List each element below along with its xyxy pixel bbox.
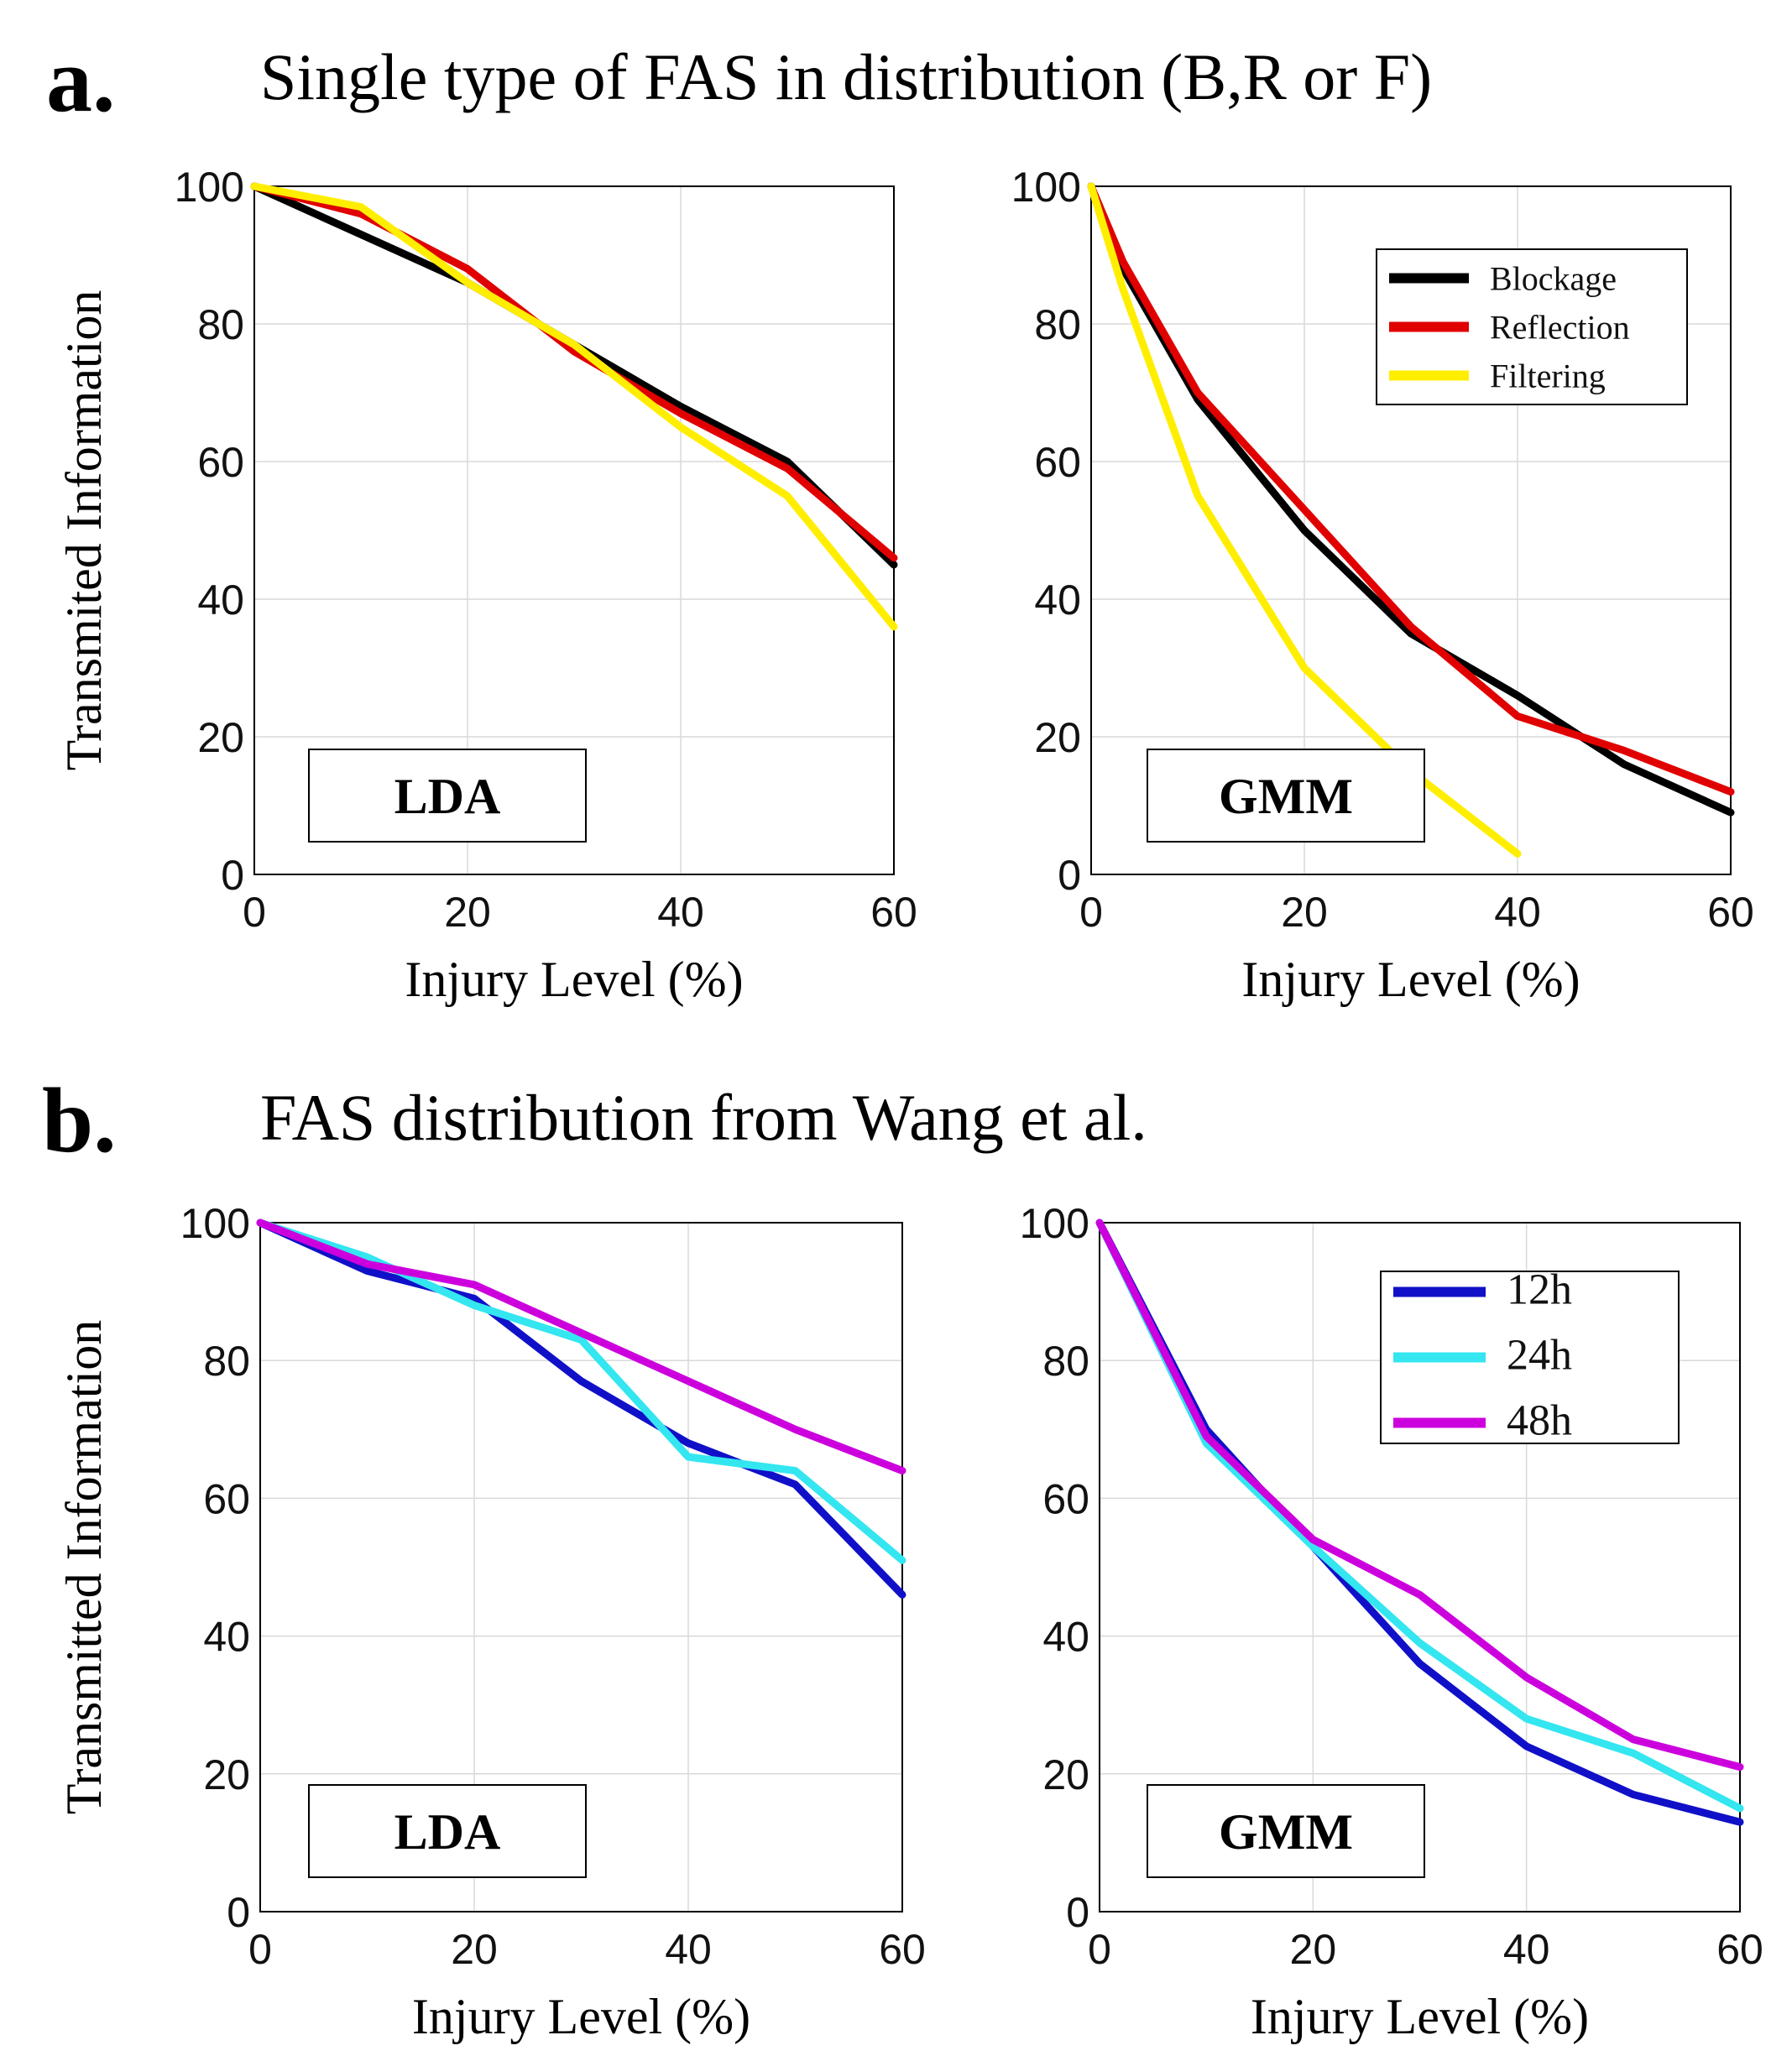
- legend: Blockage Reflection Filtering: [1376, 248, 1688, 405]
- x-tick-label: 40: [665, 1926, 712, 1973]
- y-tick-label: 100: [180, 1200, 250, 1247]
- y-tick-label: 40: [1042, 1614, 1089, 1661]
- x-tick-label: 0: [243, 889, 266, 936]
- y-tick-label: 80: [1034, 301, 1081, 348]
- x-axis-label: Injury Level (%): [1241, 952, 1580, 1007]
- y-tick-label: 80: [197, 301, 244, 348]
- x-tick-label: 20: [1290, 1926, 1337, 1973]
- y-tick-label: 60: [197, 439, 244, 486]
- panel-a-title: Single type of FAS in distribution (B,R …: [260, 40, 1432, 113]
- method-tag-box: [1147, 1784, 1425, 1878]
- legend-label-blockage: Blockage: [1490, 260, 1617, 298]
- x-tick-label: 40: [1503, 1926, 1550, 1973]
- x-axis-label: Injury Level (%): [412, 1989, 750, 2044]
- plot-frame: [259, 1222, 903, 1912]
- chart-b-gmm: 0 20 40 60 0 20 40 60 80 100 Injury Level (%) GMM 12…: [1020, 1200, 1763, 2044]
- method-tag-box: [1147, 749, 1425, 843]
- y-tick-label: 100: [175, 164, 244, 211]
- chart-a-gmm: 0 20 40 60 0 20 40 60 80 100 Injury Level (%) GMM Bl…: [1011, 164, 1754, 1007]
- y-tick-label: 20: [197, 714, 244, 761]
- y-tick-label: 0: [221, 852, 244, 899]
- method-tag-label: LDA: [394, 1804, 501, 1860]
- plot-frame: [1090, 185, 1732, 875]
- y-tick-label: 20: [203, 1751, 250, 1798]
- series-line-48h: [256, 1218, 906, 1475]
- series-line-filtering: [1087, 182, 1522, 858]
- y-axis-label: Transmited Information: [56, 290, 112, 771]
- legend-label-24h: 24h: [1507, 1332, 1572, 1380]
- y-tick-label: 100: [1020, 1200, 1089, 1247]
- y-tick-label: 40: [203, 1614, 250, 1661]
- y-tick-label: 40: [197, 577, 244, 624]
- x-axis-label: Injury Level (%): [1251, 1989, 1589, 2044]
- y-tick-label: 40: [1034, 577, 1081, 624]
- x-tick-label: 20: [444, 889, 491, 936]
- legend-label-12h: 12h: [1507, 1266, 1572, 1314]
- plot-frame: [1099, 1222, 1741, 1912]
- y-tick-label: 20: [1034, 714, 1081, 761]
- method-tag-label: GMM: [1219, 1804, 1353, 1860]
- plot-frame: [253, 185, 895, 875]
- y-tick-label: 0: [1058, 852, 1081, 899]
- x-tick-label: 60: [1707, 889, 1754, 936]
- method-tag-box: [308, 1784, 587, 1878]
- y-tick-label: 60: [203, 1475, 250, 1522]
- series-line-filtering: [250, 182, 898, 631]
- chart-b-lda: 0 20 40 60 0 20 40 60 80 100 Injury Level (%) Trans…: [56, 1200, 926, 2044]
- y-tick-label: 80: [203, 1338, 250, 1385]
- chart-a-lda: 0 20 40 60 0 20 40 60 80 100 Injury Level (%) Trans…: [56, 164, 917, 1007]
- x-tick-label: 60: [870, 889, 917, 936]
- charts-group: 0 20 40 60 0 20 40 60 80 100 Injury Level (%) Trans…: [56, 164, 1763, 2044]
- x-tick-label: 40: [1494, 889, 1541, 936]
- panel-b-letter: b.: [42, 1069, 117, 1172]
- legend-label-reflection: Reflection: [1490, 309, 1630, 347]
- series-line-reflection: [250, 182, 898, 562]
- method-tag-label: GMM: [1219, 769, 1353, 824]
- y-tick-label: 60: [1042, 1475, 1089, 1522]
- series-line-reflection: [1087, 182, 1735, 796]
- x-tick-label: 20: [1281, 889, 1328, 936]
- legend-label-filtering: Filtering: [1490, 357, 1606, 395]
- x-tick-label: 0: [1088, 1926, 1111, 1973]
- panel-b-title: FAS distribution from Wang et al.: [260, 1081, 1147, 1154]
- x-axis-label: Injury Level (%): [405, 952, 743, 1007]
- method-tag-box: [308, 749, 587, 843]
- legend-label-48h: 48h: [1507, 1397, 1572, 1445]
- x-tick-label: 20: [451, 1926, 498, 1973]
- y-tick-label: 60: [1034, 439, 1081, 486]
- y-tick-label: 0: [1066, 1889, 1089, 1936]
- y-tick-label: 100: [1011, 164, 1081, 211]
- x-tick-label: 0: [248, 1926, 272, 1973]
- series-line-12h: [256, 1218, 906, 1599]
- x-tick-label: 40: [657, 889, 704, 936]
- series-line-24h: [1095, 1218, 1744, 1813]
- x-tick-label: 60: [1716, 1926, 1763, 1973]
- legend: 12h 24h 48h: [1380, 1266, 1680, 1445]
- panel-a-letter: a.: [46, 29, 116, 131]
- method-tag-label: LDA: [394, 769, 501, 824]
- x-tick-label: 60: [879, 1926, 926, 1973]
- y-tick-label: 0: [227, 1889, 250, 1936]
- y-tick-label: 20: [1042, 1751, 1089, 1798]
- y-tick-label: 80: [1042, 1338, 1089, 1385]
- series-line-24h: [256, 1218, 906, 1564]
- series-line-48h: [1095, 1218, 1744, 1772]
- x-tick-label: 0: [1079, 889, 1103, 936]
- y-axis-label: Transmitted Information: [56, 1320, 112, 1814]
